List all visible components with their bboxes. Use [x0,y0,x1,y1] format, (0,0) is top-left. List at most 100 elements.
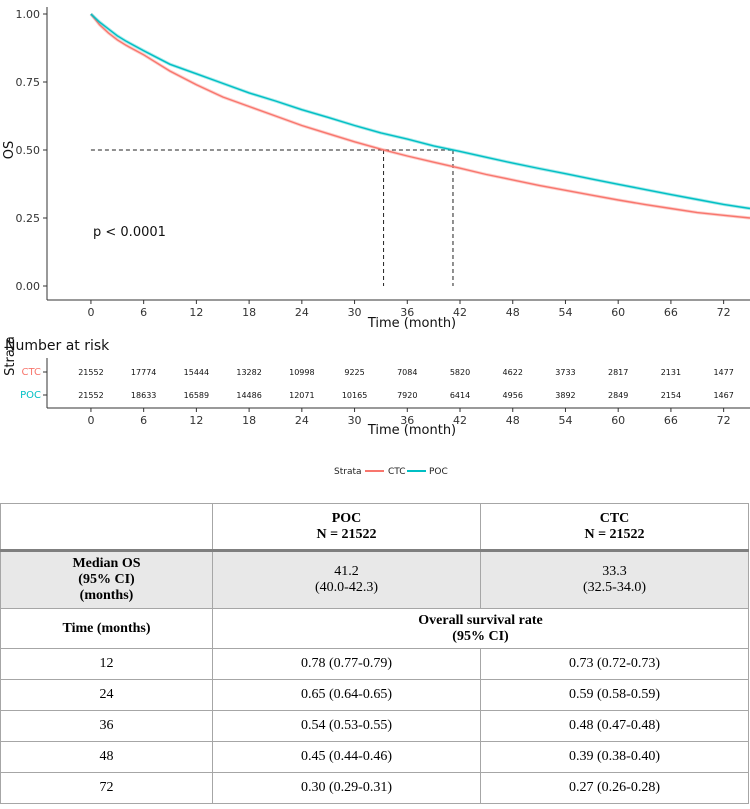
time-cell: 12 [0,648,213,680]
header-poc: POC N = 21522 [212,503,481,551]
poc-rate-cell: 0.45 (0.44-0.46) [212,741,481,773]
x-tick-label: 30 [348,306,362,319]
time-months-header: Time (months) [0,608,213,649]
legend-title: Strata [334,467,362,477]
x-tick-label: 66 [664,306,678,319]
x-tick-label: 54 [558,306,572,319]
risk-count: 2817 [608,368,628,377]
risk-x-tick-label: 66 [664,414,678,427]
poc-rate-cell: 0.65 (0.64-0.65) [212,679,481,711]
y-tick-label: 0.25 [16,212,41,225]
risk-table-strata-title: Strata [3,336,18,376]
risk-count: 1467 [713,391,733,400]
series-band-ctc [89,12,750,220]
risk-count: 4622 [503,368,523,377]
risk-count: 1477 [713,368,733,377]
risk-x-tick-label: 42 [453,414,467,427]
table-row: 72 0.30 (0.29-0.31) 0.27 (0.26-0.28) [0,772,749,804]
risk-count: 7084 [397,368,417,377]
risk-count: 6414 [450,391,470,400]
risk-x-tick-label: 54 [558,414,572,427]
risk-count: 13282 [236,368,261,377]
ctc-rate-cell: 0.59 (0.58-0.59) [480,679,749,711]
risk-count: 21552 [78,391,103,400]
median-os-row: Median OS (95% CI) (months) 41.2 (40.0-4… [0,550,749,609]
risk-count: 4956 [503,391,523,400]
risk-x-tick-label: 60 [611,414,625,427]
x-tick-label: 60 [611,306,625,319]
survival-stats-table: POC N = 21522 CTC N = 21522 Median OS (9… [0,503,749,804]
table-row: 48 0.45 (0.44-0.46) 0.39 (0.38-0.40) [0,741,749,773]
risk-x-tick-label: 12 [189,414,203,427]
poc-rate-cell: 0.30 (0.29-0.31) [212,772,481,804]
x-tick-label: 48 [506,306,520,319]
ctc-rate-cell: 0.27 (0.26-0.28) [480,772,749,804]
risk-x-tick-label: 48 [506,414,520,427]
risk-x-tick-label: 30 [348,414,362,427]
x-tick-label: 6 [140,306,147,319]
risk-count: 12071 [289,391,314,400]
risk-x-tick-label: 72 [717,414,731,427]
risk-count: 17774 [131,368,156,377]
risk-count: 7920 [397,391,417,400]
table-row: 24 0.65 (0.64-0.65) 0.59 (0.58-0.59) [0,679,749,711]
x-tick-label: 18 [242,306,256,319]
y-tick-label: 1.00 [16,8,41,21]
x-tick-label: 24 [295,306,309,319]
risk-x-axis-title: Time (month) [367,423,456,438]
table-row: 12 0.78 (0.77-0.79) 0.73 (0.72-0.73) [0,648,749,680]
risk-x-tick-label: 6 [140,414,147,427]
median-os-ctc: 33.3 (32.5-34.0) [480,550,749,609]
risk-count: 9225 [344,368,364,377]
series-band-poc [89,12,750,211]
risk-table: CTC 21552 17774 15444 13282 10998 9225 7084 5820… [20,358,750,427]
risk-count: 10165 [342,391,367,400]
poc-rate-cell: 0.54 (0.53-0.55) [212,710,481,742]
risk-x-tick-label: 0 [87,414,94,427]
risk-count: 5820 [450,368,470,377]
risk-count: 2154 [661,391,681,400]
risk-count: 18633 [131,391,156,400]
y-tick-label: 0.00 [16,280,41,293]
risk-table-title: Number at risk [5,338,110,354]
legend-label-poc: POC [429,467,448,477]
header-ctc: CTC N = 21522 [480,503,749,551]
y-tick-label: 0.50 [16,144,41,157]
survival-figure: 0.000.250.500.751.000 6 12 18 24 30 36 42 48 54 60… [2,7,750,477]
x-tick-label: 72 [717,306,731,319]
x-tick-label: 0 [87,306,94,319]
km-plot: 0.00 0.25 0.50 0.75 1.00 0 6 12 18 24 30 36 42 48 54 60… [16,7,750,319]
series-line-ctc [90,13,750,219]
risk-count: 3733 [555,368,575,377]
risk-count: 2131 [661,368,681,377]
ctc-rate-cell: 0.39 (0.38-0.40) [480,741,749,773]
series-line-poc [90,13,750,210]
ctc-rate-cell: 0.73 (0.72-0.73) [480,648,749,680]
poc-rate-cell: 0.78 (0.77-0.79) [212,648,481,680]
x-axis-title: Time (month) [367,316,456,331]
table-header-row: POC N = 21522 CTC N = 21522 [0,503,749,551]
ctc-rate-cell: 0.48 (0.47-0.48) [480,710,749,742]
time-cell: 36 [0,710,213,742]
risk-count: 3892 [555,391,575,400]
p-value-annotation: p < 0.0001 [93,225,166,240]
time-cell: 24 [0,679,213,711]
x-tick-label: 42 [453,306,467,319]
risk-x-tick-label: 18 [242,414,256,427]
rate-header-row: Time (months) Overall survival rate (95%… [0,608,749,649]
x-tick-label: 36 [400,306,414,319]
legend: Strata CTC POC [334,467,448,477]
time-cell: 48 [0,741,213,773]
table-row: 36 0.54 (0.53-0.55) 0.48 (0.47-0.48) [0,710,749,742]
legend-label-ctc: CTC [388,467,406,477]
risk-count: 21552 [78,368,103,377]
header-empty-cell [0,503,213,551]
y-axis-title: OS [2,141,17,159]
median-os-poc: 41.2 (40.0-42.3) [212,550,481,609]
risk-count: 16589 [184,391,209,400]
risk-row-label: CTC [22,367,42,378]
survival-rate-header: Overall survival rate (95% CI) [212,608,749,649]
y-tick-label: 0.75 [16,76,41,89]
risk-x-tick-label: 24 [295,414,309,427]
risk-x-tick-label: 36 [400,414,414,427]
